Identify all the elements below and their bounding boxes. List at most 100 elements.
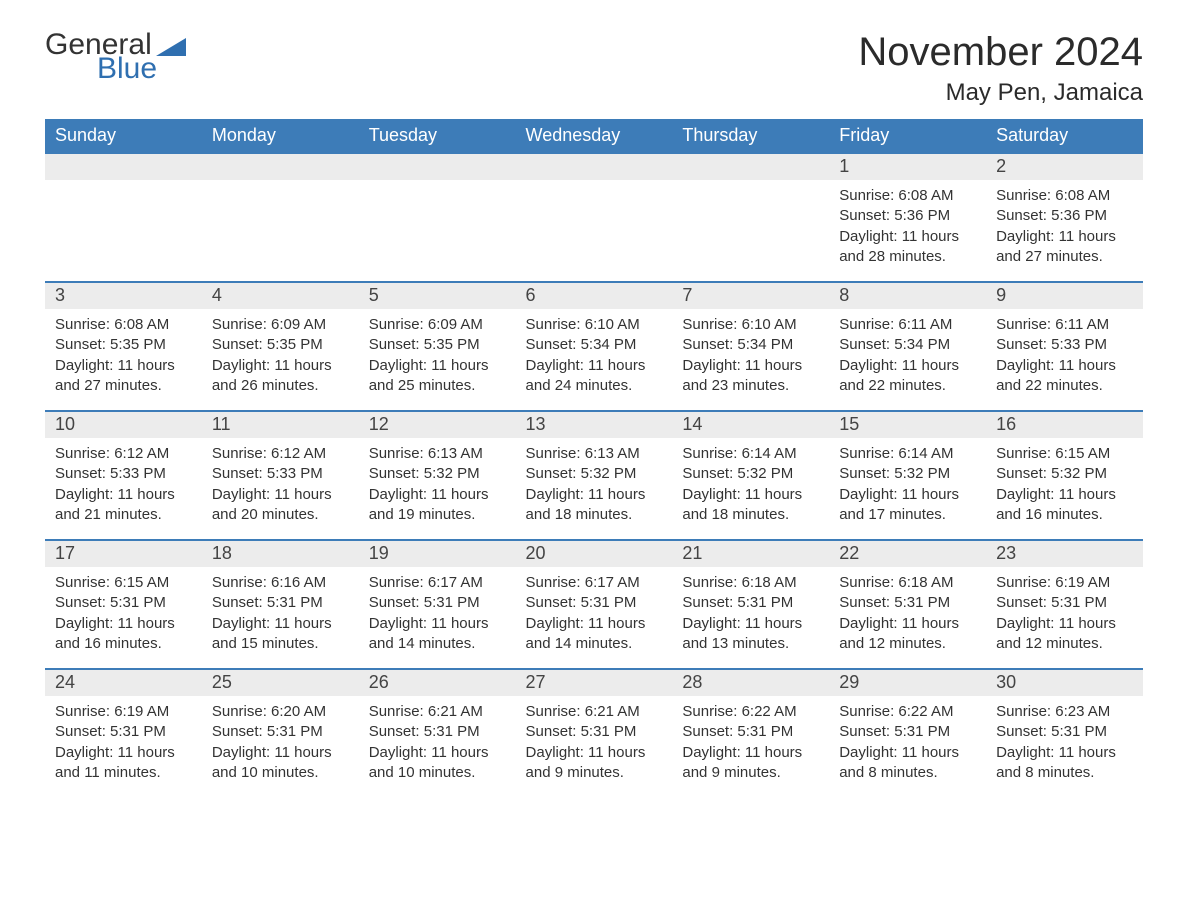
day-details: Sunrise: 6:22 AMSunset: 5:31 PMDaylight:… xyxy=(829,696,986,783)
sunrise-line: Sunrise: 6:19 AM xyxy=(55,702,192,722)
calendar-cell: 18Sunrise: 6:16 AMSunset: 5:31 PMDayligh… xyxy=(202,539,359,668)
sunrise-line: Sunrise: 6:15 AM xyxy=(55,573,192,593)
sunrise-line: Sunrise: 6:23 AM xyxy=(996,702,1133,722)
day-details: Sunrise: 6:13 AMSunset: 5:32 PMDaylight:… xyxy=(359,438,516,525)
day-details: Sunrise: 6:18 AMSunset: 5:31 PMDaylight:… xyxy=(829,567,986,654)
daylight-line: Daylight: 11 hours and 27 minutes. xyxy=(996,227,1133,268)
daylight-line: Daylight: 11 hours and 17 minutes. xyxy=(839,485,976,526)
sunset-line: Sunset: 5:31 PM xyxy=(996,722,1133,742)
day-details: Sunrise: 6:21 AMSunset: 5:31 PMDaylight:… xyxy=(359,696,516,783)
day-cell: 7Sunrise: 6:10 AMSunset: 5:34 PMDaylight… xyxy=(672,281,829,410)
calendar-cell: 5Sunrise: 6:09 AMSunset: 5:35 PMDaylight… xyxy=(359,281,516,410)
calendar-cell: 17Sunrise: 6:15 AMSunset: 5:31 PMDayligh… xyxy=(45,539,202,668)
day-details: Sunrise: 6:18 AMSunset: 5:31 PMDaylight:… xyxy=(672,567,829,654)
sunset-line: Sunset: 5:31 PM xyxy=(369,722,506,742)
calendar-cell: 22Sunrise: 6:18 AMSunset: 5:31 PMDayligh… xyxy=(829,539,986,668)
calendar-cell: 11Sunrise: 6:12 AMSunset: 5:33 PMDayligh… xyxy=(202,410,359,539)
daylight-line: Daylight: 11 hours and 16 minutes. xyxy=(55,614,192,655)
calendar-cell: 4Sunrise: 6:09 AMSunset: 5:35 PMDaylight… xyxy=(202,281,359,410)
daylight-line: Daylight: 11 hours and 23 minutes. xyxy=(682,356,819,397)
sunrise-line: Sunrise: 6:21 AM xyxy=(526,702,663,722)
daylight-line: Daylight: 11 hours and 14 minutes. xyxy=(369,614,506,655)
daylight-line: Daylight: 11 hours and 25 minutes. xyxy=(369,356,506,397)
daylight-line: Daylight: 11 hours and 18 minutes. xyxy=(526,485,663,526)
daylight-line: Daylight: 11 hours and 16 minutes. xyxy=(996,485,1133,526)
day-cell: 11Sunrise: 6:12 AMSunset: 5:33 PMDayligh… xyxy=(202,410,359,539)
month-title: November 2024 xyxy=(858,30,1143,75)
calendar-cell: 10Sunrise: 6:12 AMSunset: 5:33 PMDayligh… xyxy=(45,410,202,539)
weekday-header: Friday xyxy=(829,119,986,152)
day-cell: 2Sunrise: 6:08 AMSunset: 5:36 PMDaylight… xyxy=(986,152,1143,281)
day-details: Sunrise: 6:12 AMSunset: 5:33 PMDaylight:… xyxy=(202,438,359,525)
sunrise-line: Sunrise: 6:11 AM xyxy=(996,315,1133,335)
calendar-table: SundayMondayTuesdayWednesdayThursdayFrid… xyxy=(45,119,1143,797)
daylight-line: Daylight: 11 hours and 10 minutes. xyxy=(369,743,506,784)
day-number-band-empty xyxy=(672,152,829,180)
sunset-line: Sunset: 5:34 PM xyxy=(839,335,976,355)
calendar-cell: 21Sunrise: 6:18 AMSunset: 5:31 PMDayligh… xyxy=(672,539,829,668)
sunset-line: Sunset: 5:31 PM xyxy=(55,722,192,742)
sunset-line: Sunset: 5:33 PM xyxy=(212,464,349,484)
day-details: Sunrise: 6:13 AMSunset: 5:32 PMDaylight:… xyxy=(516,438,673,525)
weekday-header: Sunday xyxy=(45,119,202,152)
day-number: 16 xyxy=(986,410,1143,438)
day-cell: 17Sunrise: 6:15 AMSunset: 5:31 PMDayligh… xyxy=(45,539,202,668)
calendar-cell: 23Sunrise: 6:19 AMSunset: 5:31 PMDayligh… xyxy=(986,539,1143,668)
day-details: Sunrise: 6:08 AMSunset: 5:36 PMDaylight:… xyxy=(829,180,986,267)
calendar-cell xyxy=(202,152,359,281)
calendar-cell: 12Sunrise: 6:13 AMSunset: 5:32 PMDayligh… xyxy=(359,410,516,539)
day-cell: 1Sunrise: 6:08 AMSunset: 5:36 PMDaylight… xyxy=(829,152,986,281)
day-details: Sunrise: 6:22 AMSunset: 5:31 PMDaylight:… xyxy=(672,696,829,783)
calendar-cell xyxy=(672,152,829,281)
day-cell: 9Sunrise: 6:11 AMSunset: 5:33 PMDaylight… xyxy=(986,281,1143,410)
sunrise-line: Sunrise: 6:09 AM xyxy=(212,315,349,335)
sunset-line: Sunset: 5:33 PM xyxy=(996,335,1133,355)
page-header: General Blue November 2024 May Pen, Jama… xyxy=(45,30,1143,107)
weekday-header: Wednesday xyxy=(516,119,673,152)
day-number: 7 xyxy=(672,281,829,309)
sunrise-line: Sunrise: 6:14 AM xyxy=(839,444,976,464)
day-cell: 8Sunrise: 6:11 AMSunset: 5:34 PMDaylight… xyxy=(829,281,986,410)
day-number: 6 xyxy=(516,281,673,309)
calendar-cell: 30Sunrise: 6:23 AMSunset: 5:31 PMDayligh… xyxy=(986,668,1143,797)
day-details: Sunrise: 6:10 AMSunset: 5:34 PMDaylight:… xyxy=(672,309,829,396)
sunset-line: Sunset: 5:32 PM xyxy=(526,464,663,484)
day-cell: 27Sunrise: 6:21 AMSunset: 5:31 PMDayligh… xyxy=(516,668,673,797)
location-title: May Pen, Jamaica xyxy=(858,79,1143,107)
sunrise-line: Sunrise: 6:14 AM xyxy=(682,444,819,464)
day-cell: 3Sunrise: 6:08 AMSunset: 5:35 PMDaylight… xyxy=(45,281,202,410)
daylight-line: Daylight: 11 hours and 26 minutes. xyxy=(212,356,349,397)
sunset-line: Sunset: 5:31 PM xyxy=(369,593,506,613)
day-number: 10 xyxy=(45,410,202,438)
calendar-cell: 20Sunrise: 6:17 AMSunset: 5:31 PMDayligh… xyxy=(516,539,673,668)
calendar-cell: 13Sunrise: 6:13 AMSunset: 5:32 PMDayligh… xyxy=(516,410,673,539)
sunset-line: Sunset: 5:31 PM xyxy=(212,593,349,613)
day-number: 15 xyxy=(829,410,986,438)
day-details: Sunrise: 6:12 AMSunset: 5:33 PMDaylight:… xyxy=(45,438,202,525)
calendar-row: 24Sunrise: 6:19 AMSunset: 5:31 PMDayligh… xyxy=(45,668,1143,797)
day-cell: 14Sunrise: 6:14 AMSunset: 5:32 PMDayligh… xyxy=(672,410,829,539)
calendar-cell: 7Sunrise: 6:10 AMSunset: 5:34 PMDaylight… xyxy=(672,281,829,410)
calendar-cell: 8Sunrise: 6:11 AMSunset: 5:34 PMDaylight… xyxy=(829,281,986,410)
day-details: Sunrise: 6:08 AMSunset: 5:35 PMDaylight:… xyxy=(45,309,202,396)
title-block: November 2024 May Pen, Jamaica xyxy=(858,30,1143,107)
sunrise-line: Sunrise: 6:22 AM xyxy=(682,702,819,722)
brand-logo: General Blue xyxy=(45,30,186,84)
day-number: 12 xyxy=(359,410,516,438)
calendar-row: 1Sunrise: 6:08 AMSunset: 5:36 PMDaylight… xyxy=(45,152,1143,281)
sunset-line: Sunset: 5:31 PM xyxy=(526,593,663,613)
day-cell: 21Sunrise: 6:18 AMSunset: 5:31 PMDayligh… xyxy=(672,539,829,668)
sunrise-line: Sunrise: 6:08 AM xyxy=(839,186,976,206)
day-details: Sunrise: 6:14 AMSunset: 5:32 PMDaylight:… xyxy=(829,438,986,525)
calendar-cell: 28Sunrise: 6:22 AMSunset: 5:31 PMDayligh… xyxy=(672,668,829,797)
day-cell: 19Sunrise: 6:17 AMSunset: 5:31 PMDayligh… xyxy=(359,539,516,668)
daylight-line: Daylight: 11 hours and 13 minutes. xyxy=(682,614,819,655)
daylight-line: Daylight: 11 hours and 11 minutes. xyxy=(55,743,192,784)
sunrise-line: Sunrise: 6:18 AM xyxy=(682,573,819,593)
sunset-line: Sunset: 5:34 PM xyxy=(682,335,819,355)
daylight-line: Daylight: 11 hours and 24 minutes. xyxy=(526,356,663,397)
brand-triangle-icon xyxy=(156,34,186,56)
weekday-header: Thursday xyxy=(672,119,829,152)
day-details: Sunrise: 6:09 AMSunset: 5:35 PMDaylight:… xyxy=(202,309,359,396)
sunset-line: Sunset: 5:34 PM xyxy=(526,335,663,355)
